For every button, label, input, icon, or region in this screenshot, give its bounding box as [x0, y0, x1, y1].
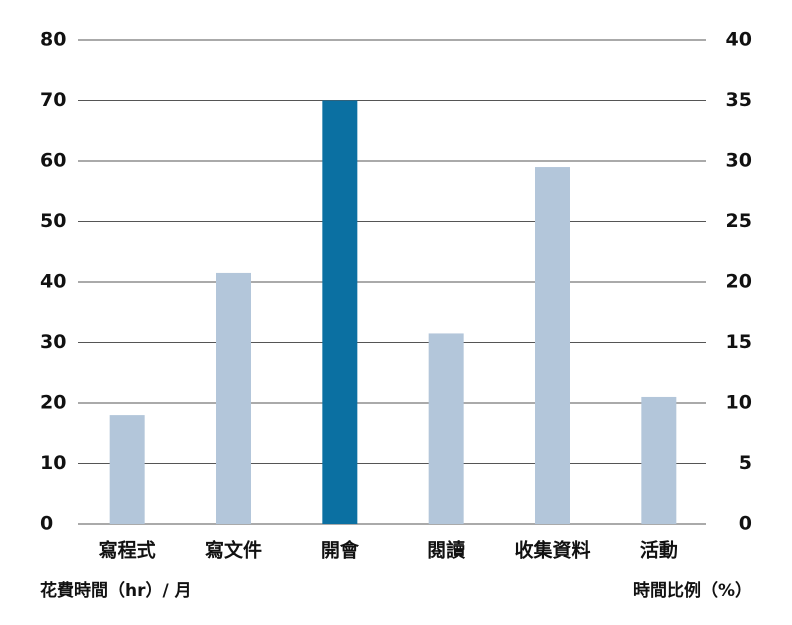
x-tick-label: 收集資料 — [514, 539, 590, 562]
y2-tick-label: 40 — [726, 29, 752, 51]
y-tick-label: 60 — [40, 150, 66, 172]
y-tick-label: 10 — [40, 452, 66, 474]
bar — [216, 272, 251, 524]
y-tick-label: 20 — [40, 392, 66, 414]
bar — [428, 333, 464, 524]
y2-axis-label: 時間比例（%） — [633, 580, 752, 601]
x-tick-label: 寫程式 — [99, 539, 156, 562]
y-tick-label: 80 — [40, 29, 66, 51]
y-tick-label: 70 — [40, 89, 66, 111]
y2-tick-label: 30 — [726, 150, 752, 172]
y2-tick-label: 5 — [739, 452, 752, 474]
x-tick-label: 活動 — [640, 539, 678, 562]
y2-tick-label: 10 — [726, 392, 752, 414]
y-tick-label: 0 — [40, 513, 53, 535]
y-tick-label: 50 — [40, 210, 66, 232]
bar — [535, 167, 570, 525]
x-tick-label: 開會 — [321, 539, 360, 562]
y-axis-label: 花費時間（hr）/ 月 — [40, 580, 192, 601]
x-tick-label: 寫文件 — [205, 539, 262, 562]
y2-tick-label: 20 — [726, 271, 752, 293]
bar — [109, 415, 145, 524]
y2-tick-label: 15 — [726, 331, 752, 353]
y-tick-label: 30 — [40, 331, 66, 353]
x-tick-label: 閱讀 — [427, 539, 465, 562]
y2-tick-label: 35 — [726, 89, 752, 111]
y2-tick-label: 0 — [739, 513, 752, 535]
y2-tick-label: 25 — [726, 210, 752, 232]
bar — [641, 396, 677, 524]
y-tick-label: 40 — [40, 271, 66, 293]
bar — [322, 100, 358, 524]
